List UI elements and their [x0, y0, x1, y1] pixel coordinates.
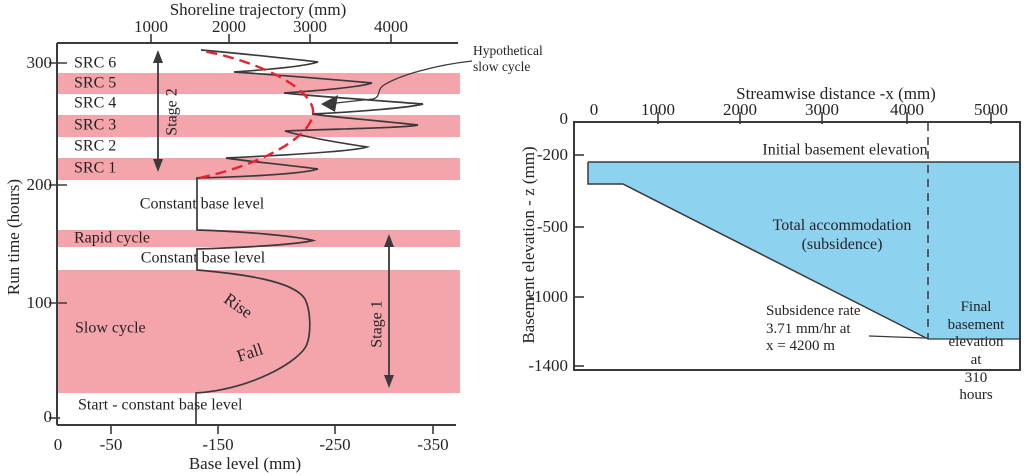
right-y-tick-0: 0 — [559, 109, 569, 129]
right-y-tick-m1400: -1400 — [528, 356, 568, 376]
stage1-arrow — [384, 234, 394, 388]
subsidence-line3: x = 4200 m — [766, 338, 835, 355]
left-top-tick-2000: 2000 — [212, 17, 246, 37]
constant-base-level-mid: Constant base level — [140, 249, 266, 267]
left-top-tick-1000: 1000 — [134, 17, 168, 37]
right-y-tick-m500: -500 — [536, 217, 568, 237]
initial-basement-label: Initial basement elevation — [762, 141, 928, 159]
right-top-tick-3000: 3000 — [805, 100, 839, 120]
stage2-arrow — [153, 50, 163, 172]
start-constant-label: Start - constant base level — [78, 396, 243, 414]
subsidence-line1: Subsidence rate — [766, 303, 861, 319]
left-bottom-tick-0: 0 — [53, 435, 63, 455]
left-bottom-tick-m150: -150 — [202, 435, 234, 455]
left-top-axis-title: Shoreline trajectory (mm) — [169, 0, 347, 20]
band-label-src4: SRC 4 — [74, 94, 117, 112]
pink-band-slow-cycle — [57, 270, 460, 393]
total-accommodation-line2: (subsidence) — [801, 235, 883, 253]
left-y-axis-title: Run time (hours) — [4, 178, 24, 296]
subsidence-line2: 3.71 mm/hr at — [766, 320, 851, 337]
left-bottom-axis-title: Base level (mm) — [188, 454, 302, 474]
final-line2: basement — [947, 316, 1005, 333]
final-basement-profile-line — [587, 162, 929, 340]
left-chart-shapes — [49, 34, 473, 434]
left-y-tick-0: 0 — [43, 407, 53, 427]
constant-base-level-upper: Constant base level — [139, 195, 265, 213]
final-line1: Final — [960, 299, 992, 315]
left-top-tick-3000: 3000 — [293, 17, 327, 37]
left-top-axis-ticks — [150, 34, 392, 43]
band-label-src3: SRC 3 — [74, 116, 117, 134]
left-bottom-axis-ticks — [110, 425, 434, 434]
right-chart-shapes — [573, 112, 1021, 371]
band-label-src5: SRC 5 — [74, 74, 117, 92]
left-y-tick-300: 300 — [26, 53, 53, 73]
right-y-axis-ticks — [574, 154, 584, 367]
right-y-axis-title: Basement elevation - z (mm) — [519, 146, 539, 344]
pink-band-rapid-cycle — [57, 230, 460, 247]
total-accommodation-label: Total accommodation (subsidence) — [773, 217, 912, 255]
right-top-tick-0: 0 — [589, 100, 599, 120]
left-bottom-tick-m50: -50 — [99, 435, 123, 455]
final-basement-label: Final basement elevation at 310 hours — [948, 299, 1005, 405]
left-y-tick-100: 100 — [26, 293, 53, 313]
hypothetical-line1: Hypothetical — [473, 43, 543, 58]
hypothetical-leader-arrow — [321, 60, 473, 112]
hypothetical-slow-cycle-label: Hypothetical slow cycle — [473, 43, 543, 75]
left-bottom-tick-m350: -350 — [417, 435, 449, 455]
right-top-tick-1000: 1000 — [641, 100, 675, 120]
subsidence-leader-line — [868, 335, 926, 339]
right-y-tick-m1000: -1000 — [528, 287, 568, 307]
right-top-tick-5000: 5000 — [974, 100, 1008, 120]
left-bottom-tick-m250: -250 — [319, 435, 351, 455]
right-top-axis-title: Streamwise distance -x (mm) — [736, 84, 936, 104]
band-label-src2: SRC 2 — [74, 137, 117, 155]
subsidence-rate-label: Subsidence rate 3.71 mm/hr at x = 4200 m — [766, 303, 861, 356]
accommodation-area — [588, 162, 1019, 339]
final-line3: elevation at — [948, 334, 1004, 369]
base-level-curve — [195, 49, 424, 425]
rapid-cycle-label: Rapid cycle — [74, 229, 150, 247]
leader-arrowhead — [321, 95, 338, 112]
left-y-tick-200: 200 — [26, 175, 53, 195]
hypothetical-line2: slow cycle — [473, 58, 531, 74]
right-top-tick-2000: 2000 — [723, 100, 757, 120]
pink-band-src5 — [57, 73, 460, 94]
band-label-src6: SRC 6 — [74, 54, 117, 72]
stage2-label: Stage 2 — [163, 88, 181, 136]
right-plot-box — [573, 121, 1021, 371]
band-label-src1: SRC 1 — [74, 159, 117, 177]
right-y-tick-m200: -200 — [536, 145, 568, 165]
left-top-tick-4000: 4000 — [374, 17, 408, 37]
left-y-axis-ticks — [49, 62, 67, 419]
total-accommodation-line1: Total accommodation — [772, 217, 912, 234]
stage1-label: Stage 1 — [368, 300, 386, 348]
slow-cycle-label: Slow cycle — [75, 319, 146, 337]
right-top-tick-4000: 4000 — [890, 100, 924, 120]
final-line4: 310 hours — [959, 369, 993, 404]
right-top-axis-ticks — [657, 112, 992, 124]
